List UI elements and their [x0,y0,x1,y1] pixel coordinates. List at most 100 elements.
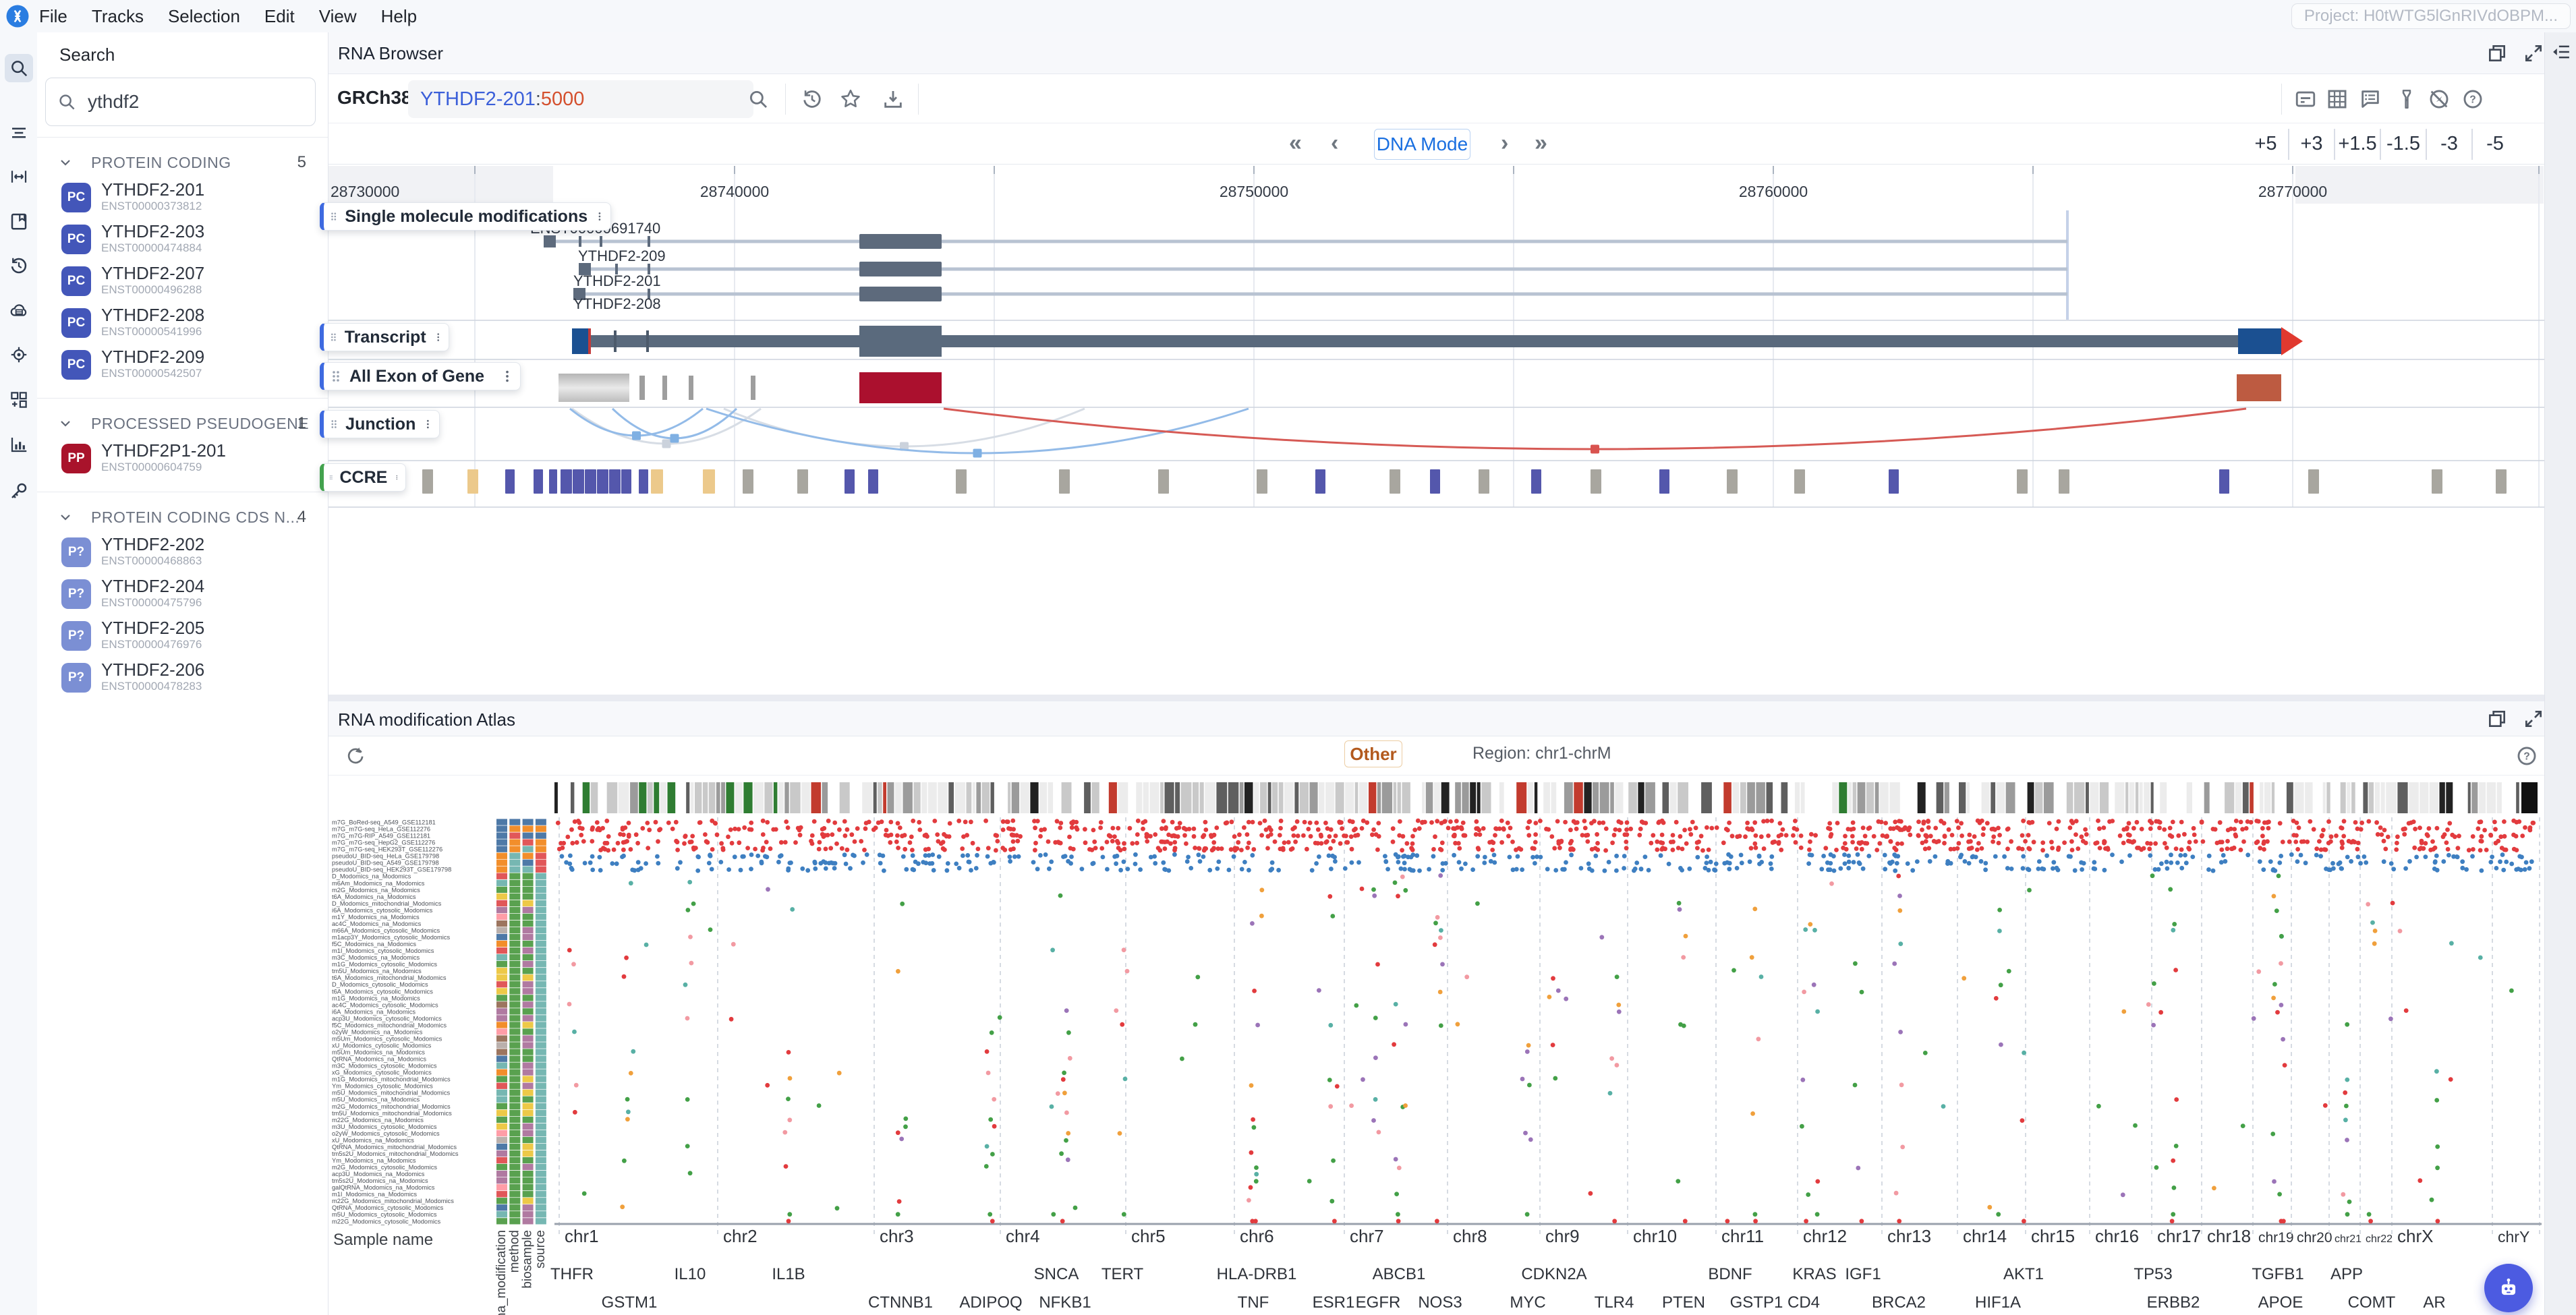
kebab-menu-icon[interactable] [433,330,443,345]
track-chip[interactable]: All Exon of Gene [320,362,521,390]
reload-icon[interactable] [345,745,366,767]
group-header[interactable]: PROTEIN CODING CDS N... 4 [37,502,328,533]
compass-off-icon[interactable] [2428,88,2451,111]
svg-text:CTNNB1: CTNNB1 [868,1293,933,1312]
zoom-step-button[interactable]: +3 [2300,133,2323,154]
drag-handle-icon[interactable] [328,368,344,384]
list-item[interactable]: P? YTHDF2-205 ENST00000476976 [37,616,328,658]
bar-chart-icon[interactable] [5,430,33,459]
tracks-icon[interactable] [5,119,33,147]
drag-handle-icon[interactable] [328,469,334,486]
svg-text:GSTM1: GSTM1 [602,1293,658,1312]
zoom-step-button[interactable]: +1.5 [2338,133,2377,154]
group-header[interactable]: PROCESSED PSEUDOGENE 1 [37,408,328,439]
assistant-fab[interactable] [2484,1264,2533,1312]
item-name: YTHDF2-207 [101,263,205,283]
svg-text:source: source [534,1230,548,1268]
kebab-menu-icon[interactable] [394,470,400,485]
track-chip[interactable]: Junction [320,410,440,438]
kebab-menu-icon[interactable] [594,209,605,224]
help-icon[interactable]: ? [2461,88,2484,111]
locate-icon[interactable] [5,341,33,369]
list-item[interactable]: PC YTHDF2-207 ENST00000496288 [37,262,328,303]
search-input[interactable] [86,90,333,113]
fullscreen-icon[interactable] [2523,708,2544,730]
list-item[interactable]: P? YTHDF2-206 ENST00000478283 [37,658,328,700]
list-item[interactable]: PC YTHDF2-208 ENST00000541996 [37,303,328,345]
annotation-card-icon[interactable] [2294,88,2317,111]
flashlight-icon[interactable] [2395,88,2418,111]
duplicate-icon[interactable] [2486,42,2508,64]
svg-text:28770000: 28770000 [2258,183,2327,200]
measure-icon[interactable] [5,163,33,191]
list-item[interactable]: PP YTHDF2P1-201 ENST00000604759 [37,439,328,481]
zoom-step-button[interactable]: -5 [2486,133,2504,154]
menu-item-selection[interactable]: Selection [167,5,240,26]
biotype-badge: PC [61,350,91,380]
svg-text:chr1: chr1 [565,1226,599,1246]
svg-text:chr9: chr9 [1545,1226,1580,1246]
download-icon[interactable] [882,88,905,111]
key-icon[interactable] [5,477,33,505]
menu-item-tracks[interactable]: Tracks [91,5,144,26]
zoom-step-button[interactable]: +5 [2254,133,2277,154]
jump-right-icon[interactable]: » [1535,130,1547,156]
step-right-icon[interactable]: › [1501,130,1509,156]
apps-add-icon[interactable] [5,386,33,414]
other-filter-button[interactable]: Other [1344,740,1402,767]
svg-text:biosample: biosample [521,1230,535,1289]
menu-item-edit[interactable]: Edit [264,5,295,26]
kebab-menu-icon[interactable] [500,369,515,384]
menu-item-help[interactable]: Help [380,5,418,26]
svg-text:pseudoU_BID-seq_HEK293T_GSE179: pseudoU_BID-seq_HEK293T_GSE179798 [332,867,451,873]
history-icon[interactable] [801,88,824,111]
zoom-step-button[interactable]: -3 [2440,133,2458,154]
cloud-storage-icon[interactable] [5,296,33,324]
search-location-icon[interactable] [747,88,770,111]
project-badge[interactable]: Project: H0tWTG5lGnRIVdOBPM... [2291,3,2571,29]
list-item[interactable]: P? YTHDF2-204 ENST00000475796 [37,575,328,616]
biotype-badge: P? [61,579,91,609]
item-name: YTHDF2P1-201 [101,440,226,461]
track-chip[interactable]: Single molecule modifications [320,202,611,231]
svg-text:m5U_Modomics_cytosolic_Modomic: m5U_Modomics_cytosolic_Modomics [332,1211,437,1218]
drag-handle-icon[interactable] [328,208,339,225]
list-item[interactable]: PC YTHDF2-209 ENST00000542507 [37,345,328,387]
duplicate-icon[interactable] [2486,708,2508,730]
svg-text:m66A_Modomics_cytosolic_Modomi: m66A_Modomics_cytosolic_Modomics [332,927,440,934]
list-item[interactable]: P? YTHDF2-202 ENST00000468863 [37,533,328,575]
comment-list-icon[interactable] [2359,88,2382,111]
svg-text:YTHDF2-201: YTHDF2-201 [573,272,661,289]
help-icon[interactable]: ? [2515,744,2538,767]
search-icon[interactable] [5,54,33,82]
jump-left-icon[interactable]: « [1289,130,1302,156]
kebab-menu-icon[interactable] [422,417,434,432]
favorite-star-icon[interactable] [839,88,862,111]
menu-item-view[interactable]: View [318,5,357,26]
grid-view-icon[interactable] [2326,88,2349,111]
svg-text:BRCA2: BRCA2 [1872,1293,1926,1312]
divider [2380,128,2381,160]
group-header[interactable]: PROTEIN CODING 5 [37,147,328,178]
zoom-step-button[interactable]: -1.5 [2386,133,2420,154]
track-chip[interactable]: CCRE [320,463,406,492]
history-icon[interactable] [5,252,33,280]
fullscreen-icon[interactable] [2523,42,2544,64]
track-chip[interactable]: Transcript [320,323,449,351]
location-input[interactable]: YTHDF2-201:5000 [408,80,753,118]
biotype-badge: P? [61,537,91,567]
collapse-panel-icon[interactable] [2551,42,2571,62]
atlas-toolbar: Other Region: chr1-chrM ? [328,736,2544,776]
list-item[interactable]: PC YTHDF2-201 ENST00000373812 [37,178,328,220]
drag-handle-icon[interactable] [328,416,340,432]
svg-text:BDNF: BDNF [1708,1265,1752,1283]
step-left-icon[interactable]: ‹ [1331,130,1339,156]
svg-text:m3C_Modomics_na_Modomics: m3C_Modomics_na_Modomics [332,954,420,961]
svg-text:m5U_Modomics_mitochondrial_Mod: m5U_Modomics_mitochondrial_Modomics [332,1090,451,1097]
dna-mode-button[interactable]: DNA Mode [1374,129,1470,160]
menu-item-file[interactable]: File [39,5,67,26]
list-item[interactable]: PC YTHDF2-203 ENST00000474884 [37,220,328,262]
svg-text:IL10: IL10 [675,1265,706,1283]
bookmark-icon[interactable] [5,207,33,235]
drag-handle-icon[interactable] [328,329,339,345]
